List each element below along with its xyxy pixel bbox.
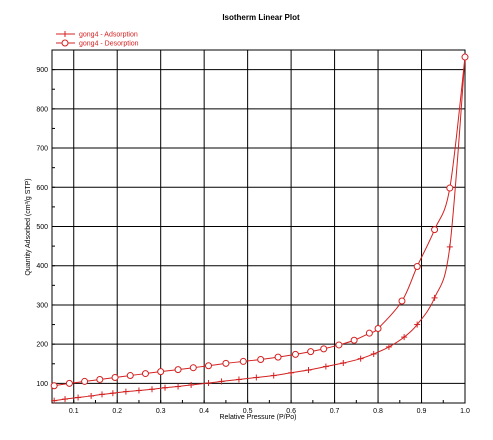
y-tick-label: 600 xyxy=(36,185,48,192)
data-point-plus xyxy=(62,396,69,403)
data-point-plus xyxy=(340,359,347,366)
data-point-circle xyxy=(307,348,315,356)
data-point-plus xyxy=(414,321,421,328)
x-tick-label: 0.3 xyxy=(156,408,166,415)
data-point-plus xyxy=(385,343,392,350)
data-point-plus xyxy=(162,384,169,391)
data-point-circle xyxy=(365,329,373,337)
x-tick-label: 0.1 xyxy=(69,408,79,415)
data-point-plus xyxy=(148,386,155,393)
y-tick-label: 400 xyxy=(36,263,48,270)
data-point-circle xyxy=(126,372,134,380)
data-point-plus xyxy=(51,397,58,404)
y-tick-label: 700 xyxy=(36,146,48,153)
y-tick-label: 200 xyxy=(36,342,48,349)
data-point-plus xyxy=(305,367,312,374)
data-point-plus xyxy=(88,392,95,399)
data-point-plus xyxy=(122,388,129,395)
data-point-circle xyxy=(374,324,382,332)
legend-label-desorption: gong4 - Desorption xyxy=(79,41,139,48)
y-tick-label: 100 xyxy=(36,381,48,388)
y-tick-label: 900 xyxy=(36,67,48,74)
data-point-circle xyxy=(461,53,469,61)
data-point-circle xyxy=(257,355,265,363)
x-tick-label: 0.6 xyxy=(286,408,296,415)
data-point-circle xyxy=(335,341,343,349)
data-point-circle xyxy=(189,364,197,372)
series-adsorption xyxy=(51,54,468,404)
data-point-plus xyxy=(253,374,260,381)
data-point-plus xyxy=(446,243,453,250)
data-point-circle xyxy=(320,345,328,353)
chart-title: Isotherm Linear Plot xyxy=(222,13,300,22)
data-point-plus xyxy=(175,383,182,390)
y-tick-label: 300 xyxy=(36,302,48,309)
data-point-circle xyxy=(141,370,149,378)
series-line xyxy=(54,57,466,387)
data-point-plus xyxy=(370,350,377,357)
x-tick-label: 1.0 xyxy=(460,408,470,415)
data-point-plus xyxy=(322,363,329,370)
data-point-circle xyxy=(81,377,89,385)
data-point-plus xyxy=(135,387,142,394)
x-tick-label: 0.8 xyxy=(373,408,383,415)
data-point-circle xyxy=(291,350,299,358)
x-axis-label: Relative Pressure (P/Po) xyxy=(219,414,296,421)
data-point-plus xyxy=(109,390,116,397)
legend: gong4 - Adsorption gong4 - Desorption xyxy=(56,31,139,48)
series-layer xyxy=(50,53,469,404)
data-point-circle xyxy=(398,297,406,305)
data-point-circle xyxy=(274,353,282,361)
x-tick-label: 0.5 xyxy=(243,408,253,415)
data-point-circle xyxy=(446,184,454,192)
data-point-circle xyxy=(157,368,165,376)
legend-item-desorption: gong4 - Desorption xyxy=(56,39,139,48)
data-point-plus xyxy=(288,369,295,376)
legend-item-adsorption: gong4 - Adsorption xyxy=(56,31,138,39)
x-tick-label: 0.4 xyxy=(199,408,209,415)
y-axis-label: Quantity Adsorbed (cm³/g STP) xyxy=(25,178,32,275)
data-point-plus xyxy=(98,391,105,398)
y-axis: 100 200 300 400 500 600 700 800 900 xyxy=(36,49,55,404)
data-point-plus xyxy=(401,334,408,341)
data-point-circle xyxy=(350,336,358,344)
data-point-plus xyxy=(188,381,195,388)
data-point-plus xyxy=(270,372,277,379)
legend-label-adsorption: gong4 - Adsorption xyxy=(79,32,138,39)
data-point-circle xyxy=(431,226,439,234)
data-point-circle xyxy=(111,374,119,382)
data-point-circle xyxy=(222,359,230,367)
data-point-plus xyxy=(431,294,438,301)
data-point-circle xyxy=(65,379,73,387)
data-point-plus xyxy=(75,394,82,401)
data-point-plus xyxy=(357,355,364,362)
data-point-circle xyxy=(239,357,247,365)
y-tick-label: 500 xyxy=(36,224,48,231)
data-point-plus xyxy=(218,378,225,385)
data-point-plus xyxy=(205,379,212,386)
x-tick-label: 0.7 xyxy=(330,408,340,415)
grid xyxy=(52,50,466,403)
data-point-circle xyxy=(205,362,213,370)
data-point-plus xyxy=(235,376,242,383)
x-tick-label: 0.2 xyxy=(112,408,122,415)
data-point-circle xyxy=(96,375,104,383)
y-tick-label: 800 xyxy=(36,106,48,113)
data-point-circle xyxy=(413,263,421,271)
series-desorption xyxy=(50,53,469,390)
x-tick-label: 0.9 xyxy=(417,408,427,415)
x-axis: 0.1 0.2 0.3 0.4 0.5 0.6 0.7 0.8 0.9 1.0 xyxy=(51,400,470,415)
data-point-circle xyxy=(50,382,58,390)
data-point-circle xyxy=(174,366,182,374)
